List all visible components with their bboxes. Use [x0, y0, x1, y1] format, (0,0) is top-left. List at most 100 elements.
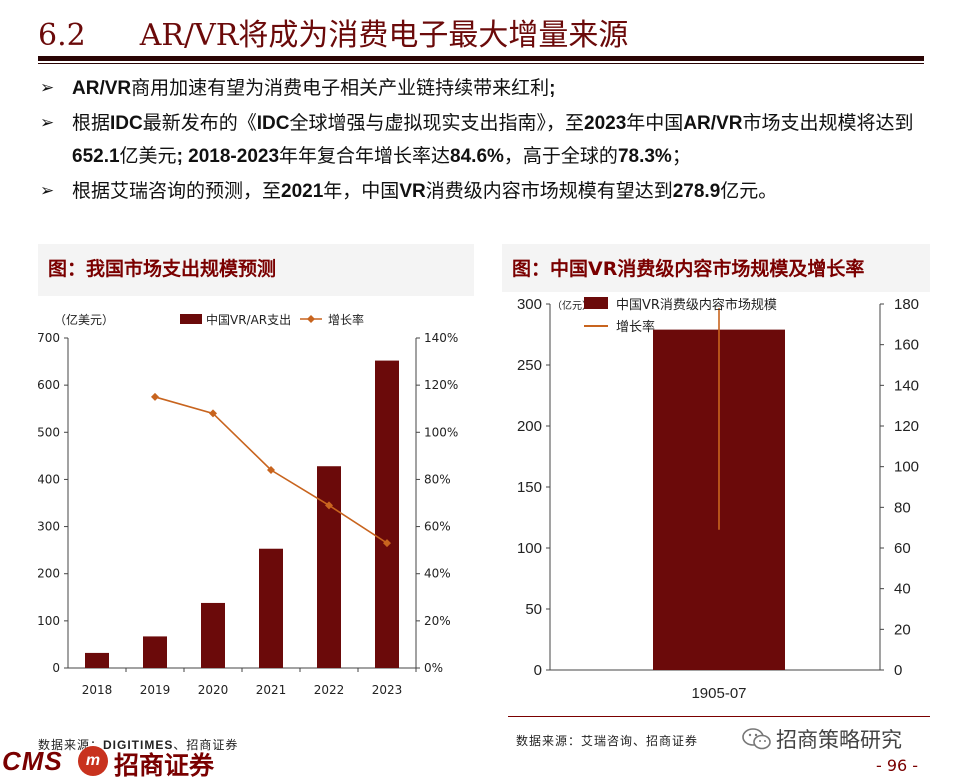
- left-tick-label: 150: [517, 479, 542, 496]
- bullet-text: 亿美元: [119, 145, 177, 167]
- page-number: - 96 -: [876, 756, 919, 775]
- left-tick-label: 700: [38, 331, 60, 345]
- title-rule: [38, 56, 924, 61]
- legend-bar-swatch: [584, 297, 608, 309]
- bullet-bold-text: ; 2018-2023: [176, 146, 280, 167]
- right-tick-label: 100%: [424, 425, 458, 439]
- bar-2021: [259, 548, 283, 668]
- bullet-text: 根据: [72, 112, 111, 134]
- section-title-text: AR/VR将成为消费电子最大增量来源: [139, 18, 629, 53]
- left-plot-area: 0 100 200 300 400 500 600 700 0% 20% 40% 60% 80% 100%…: [37, 296, 474, 734]
- bar-2022: [317, 466, 341, 668]
- cms-emblem-icon: m: [78, 746, 108, 776]
- bar-2019: [143, 636, 167, 668]
- title-rule-thin: [38, 63, 924, 64]
- bullet-text: 年年复合年增长率达: [279, 145, 451, 167]
- bullet-text: 最新发布的《: [142, 112, 257, 134]
- bar-2023: [375, 360, 399, 668]
- right-chart-svg: 0 50 100 150 200 250 300 0 20 40 60 80 100 120 140 160 1…: [517, 296, 919, 702]
- right-tick-label: 20: [894, 621, 911, 638]
- section-number: 6.2: [38, 18, 86, 53]
- left-tick-label: 500: [38, 425, 60, 439]
- left-chart-title: 图：我国市场支出规模预测: [48, 258, 277, 280]
- growth-rate-marker: [151, 392, 159, 401]
- left-tick-label: 200: [517, 418, 542, 435]
- page-title: 6.2 AR/VR将成为消费电子最大增量来源: [38, 10, 628, 54]
- source-suffix: 、招商证券: [173, 738, 239, 752]
- left-tick-label: 200: [38, 567, 60, 581]
- bullet-bold-text: IDC: [110, 113, 143, 134]
- right-tick-label: 120%: [424, 378, 458, 392]
- unit-label: （亿元）: [552, 299, 592, 312]
- x-tick-label: 2023: [372, 683, 403, 697]
- bullet-text: 市场支出规模将达到: [742, 112, 914, 134]
- bullet-arrow-icon: ➢: [40, 181, 55, 201]
- bullet-text: ；: [671, 145, 691, 167]
- right-source-rule: [508, 716, 930, 717]
- wechat-account-name: 招商策略研究: [776, 728, 902, 752]
- bullet-text: 年中国: [626, 112, 684, 134]
- legend-bar-label: 中国VR消费级内容市场规模: [616, 297, 777, 313]
- bullet-bold-text: 2021: [281, 181, 324, 202]
- bullet-bold-text: IDC: [256, 113, 290, 134]
- right-tick-label: 60%: [424, 520, 451, 534]
- source-bold: DIGITIMES: [103, 738, 174, 752]
- right-tick-label: 0: [894, 662, 902, 679]
- right-tick-label: 80: [894, 499, 911, 516]
- bullet-text: 全球增强与虚拟现实支出指南》，至: [289, 112, 585, 134]
- growth-rate-marker: [209, 409, 217, 418]
- right-chart-source: 数据来源：艾瑞咨询、招商证券: [516, 734, 699, 748]
- bullet-bold-text: 84.6%: [450, 146, 504, 167]
- left-tick-label: 250: [517, 357, 542, 374]
- growth-rate-marker: [325, 501, 333, 510]
- x-tick-label: 2020: [198, 683, 229, 697]
- right-tick-label: 40%: [424, 567, 451, 581]
- bar-2018: [85, 652, 109, 668]
- bullet-text: ，高于全球的: [503, 145, 618, 167]
- left-tick-label: 300: [517, 296, 542, 313]
- bullet-text: 根据艾瑞咨询的预测，至: [72, 180, 282, 202]
- bullet-item: ➢ AR/VR商用加速有望为消费电子相关产业链持续带来红利;: [40, 72, 956, 105]
- bullet-text: 消费级内容市场规模有望达到: [425, 180, 673, 202]
- bullet-text: 年，中国: [323, 180, 400, 202]
- bullet-bold-text: AR/VR: [683, 113, 743, 134]
- right-tick-label: 180: [894, 296, 919, 313]
- x-tick-label: 2021: [256, 683, 287, 697]
- bullet-item: ➢ 根据艾瑞咨询的预测，至2021年，中国VR消费级内容市场规模有望达到278.9…: [40, 175, 956, 208]
- legend-bar-swatch: [180, 314, 202, 324]
- left-tick-label: 0: [52, 661, 60, 675]
- cms-logo-text: CMS: [2, 746, 63, 776]
- unit-label: （亿美元）: [54, 312, 114, 327]
- legend-line-label: 增长率: [616, 319, 655, 335]
- wechat-watermark: 招商策略研究: [742, 724, 902, 754]
- bullet-text: 商用加速有望为消费电子相关产业链持续带来红利: [131, 77, 550, 99]
- right-chart-title: 图：中国VR消费级内容市场规模及增长率: [512, 258, 865, 280]
- bullet-bold-text: 652.1: [72, 146, 120, 167]
- bullet-text: 亿元。: [720, 180, 778, 202]
- x-tick-label: 2019: [140, 683, 171, 697]
- bullet-bold-text: VR: [399, 181, 426, 202]
- legend-bar-label: 中国VR/AR支出: [206, 312, 291, 327]
- right-tick-label: 100: [894, 459, 919, 476]
- right-tick-label: 80%: [424, 472, 451, 486]
- left-tick-label: 600: [38, 378, 60, 392]
- left-chart-panel: 图：我国市场支出规模预测 0 100 200 300 400 500 600 700 0% 20%…: [37, 244, 474, 734]
- right-tick-label: 120: [894, 418, 919, 435]
- wechat-icon: [742, 728, 771, 750]
- bullet-bold-text: ;: [549, 78, 556, 99]
- bullet-bold-text: AR/VR: [72, 78, 132, 99]
- right-tick-label: 60: [894, 540, 911, 557]
- bullet-bold-text: 78.3%: [617, 146, 672, 167]
- bar-2020: [201, 602, 225, 668]
- left-tick-label: 100: [517, 540, 542, 557]
- right-tick-label: 140%: [424, 331, 458, 345]
- right-chart-panel: 图：中国VR消费级内容市场规模及增长率 0 50 100 150 200 250 300 0 2…: [502, 244, 930, 710]
- right-plot-area: 0 50 100 150 200 250 300 0 20 40 60 80 100 120 140 160 1…: [502, 292, 930, 710]
- cms-logo: CMS m 招商证券: [0, 742, 250, 782]
- cms-brand-name: 招商证券: [114, 751, 215, 780]
- bullet-bold-text: 278.9: [672, 181, 721, 202]
- left-chart-source: 数据来源：DIGITIMES、招商证券: [38, 736, 238, 753]
- legend-line-marker: [307, 315, 315, 323]
- x-tick-label: 2018: [82, 683, 113, 697]
- left-tick-label: 50: [525, 601, 542, 618]
